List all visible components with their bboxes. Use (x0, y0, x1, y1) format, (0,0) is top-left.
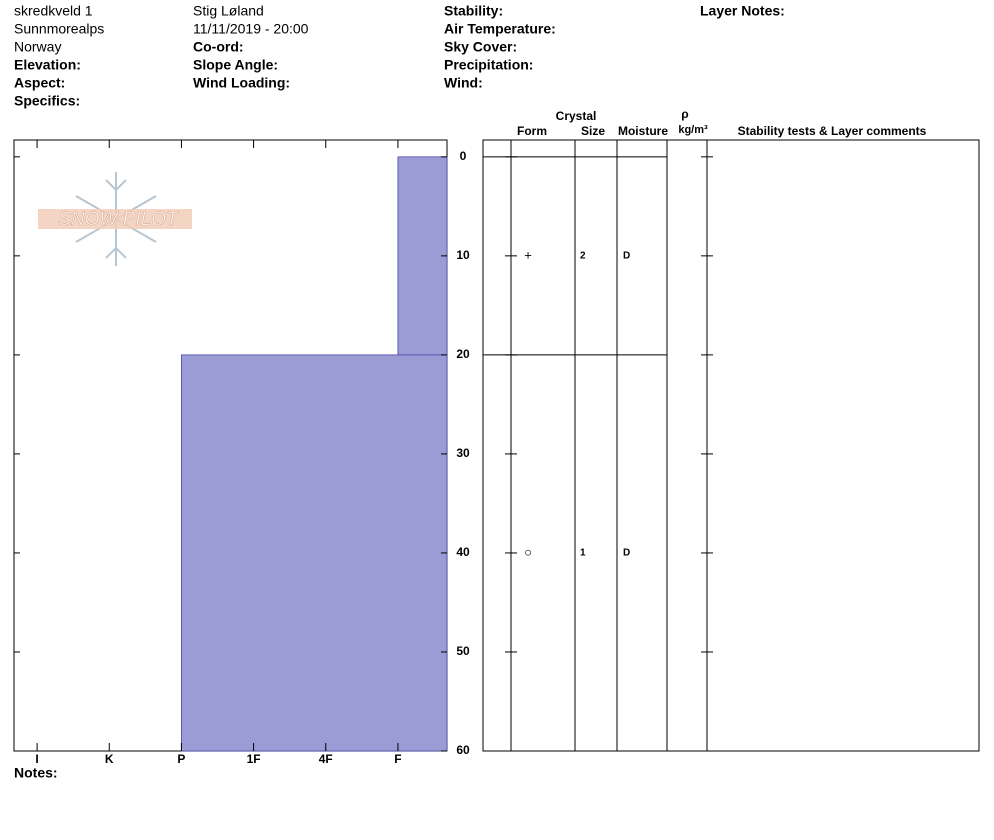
header-field: Sunnmorealps (14, 21, 104, 37)
x-tick-label: F (394, 752, 401, 766)
header-size: Size (581, 124, 605, 138)
header-field: Specifics: (14, 93, 80, 109)
header-moisture: Moisture (618, 124, 668, 138)
crystal-size: 1 (580, 548, 586, 559)
header-field: Wind Loading: (193, 75, 290, 91)
header-density-unit: kg/m³ (678, 124, 708, 136)
header-field: Stability: (444, 3, 503, 19)
header-field: Sky Cover: (444, 39, 517, 55)
header-field: Precipitation: (444, 57, 533, 73)
y-tick-label: 50 (456, 644, 470, 658)
header-field: Air Temperature: (444, 21, 556, 37)
header-field: Wind: (444, 75, 483, 91)
logo-band (38, 209, 192, 229)
header-field: Stig Løland (193, 3, 264, 19)
y-tick-label: 0 (460, 149, 467, 163)
header-field: Elevation: (14, 57, 81, 73)
y-tick-label: 60 (456, 743, 470, 757)
hardness-bar (181, 354, 448, 752)
crystal-form: ○ (524, 544, 532, 559)
y-tick-label: 10 (456, 248, 470, 262)
hardness-bar (397, 156, 448, 356)
y-tick-label: 20 (456, 347, 470, 361)
header-field: skredkveld 1 (14, 3, 93, 19)
x-tick-label: K (105, 752, 114, 766)
header-field: Layer Notes: (700, 3, 785, 19)
x-tick-label: P (177, 752, 185, 766)
header-field: Co-ord: (193, 39, 244, 55)
header-density: ρ (681, 107, 688, 121)
table-frame (482, 139, 980, 752)
moisture: D (623, 251, 630, 262)
crystal-form: + (524, 247, 532, 262)
x-tick-label: 1F (247, 752, 261, 766)
y-tick-label: 40 (456, 545, 470, 559)
header-form: Form (517, 124, 547, 138)
header-field: Norway (14, 39, 61, 55)
y-tick-label: 30 (456, 446, 470, 460)
header-field: 11/11/2019 - 20:00 (193, 21, 309, 37)
x-tick-label: 4F (319, 752, 333, 766)
moisture: D (623, 548, 630, 559)
x-tick-label: I (35, 752, 38, 766)
header-field: Slope Angle: (193, 57, 278, 73)
logo-text: SNOW PILOT (58, 209, 179, 230)
header-crystal: Crystal (556, 109, 597, 123)
header-comments: Stability tests & Layer comments (738, 124, 927, 138)
crystal-size: 2 (580, 251, 586, 262)
notes-label: Notes: (14, 765, 58, 781)
header-field: Aspect: (14, 75, 65, 91)
